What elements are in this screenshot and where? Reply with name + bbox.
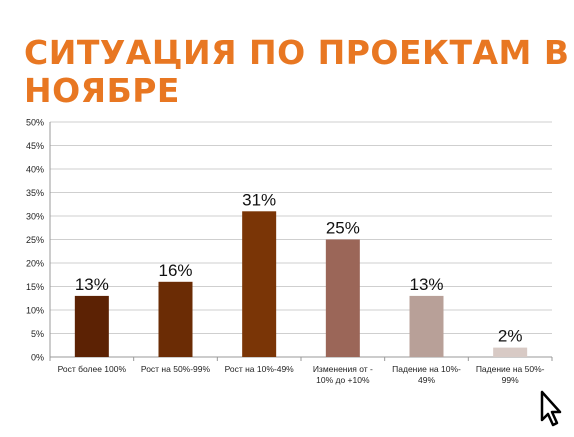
data-label: 13%: [409, 275, 443, 294]
bar: [242, 211, 277, 357]
x-tick-label: Рост более 100%: [58, 364, 127, 374]
data-label: 31%: [242, 190, 276, 209]
bar: [158, 281, 193, 357]
y-tick-label: 35%: [26, 188, 44, 198]
slide-title-line-2: НОЯБРЕ: [24, 71, 180, 110]
y-tick-label: 40%: [26, 165, 44, 175]
x-tick-label: 10% до +10%: [316, 375, 370, 385]
x-tick-label: Падение на 10%-: [392, 364, 461, 374]
bar: [409, 295, 444, 357]
y-tick-label: 45%: [26, 141, 44, 151]
x-tick-label: Рост на 10%-49%: [225, 364, 295, 374]
mouse-pointer-icon: [540, 390, 562, 427]
y-tick-label: 10%: [26, 306, 44, 316]
x-tick-label: Изменения от -: [313, 364, 373, 374]
x-tick-label: Падение на 50%-: [476, 364, 545, 374]
y-tick-label: 30%: [26, 212, 44, 222]
bar: [74, 295, 109, 357]
y-tick-label: 50%: [26, 118, 44, 128]
x-tick-label: 99%: [502, 375, 519, 385]
x-tick-label: Рост на 50%-99%: [141, 364, 211, 374]
y-tick-label: 20%: [26, 259, 44, 269]
y-tick-label: 5%: [31, 329, 44, 339]
bar: [325, 239, 360, 357]
x-tick-label: 49%: [418, 375, 435, 385]
data-label: 25%: [326, 219, 360, 238]
bar: [493, 347, 528, 357]
y-tick-label: 15%: [26, 282, 44, 292]
y-tick-label: 25%: [26, 235, 44, 245]
y-tick-label: 0%: [31, 353, 44, 363]
data-label: 13%: [75, 275, 109, 294]
slide-title-line-1: СИТУАЦИЯ ПО ПРОЕКТАМ В: [24, 33, 570, 72]
slide-title: СИТУАЦИЯ ПО ПРОЕКТАМ В НОЯБРЕ: [24, 33, 570, 110]
data-label: 16%: [158, 261, 192, 280]
data-label: 2%: [498, 327, 523, 346]
